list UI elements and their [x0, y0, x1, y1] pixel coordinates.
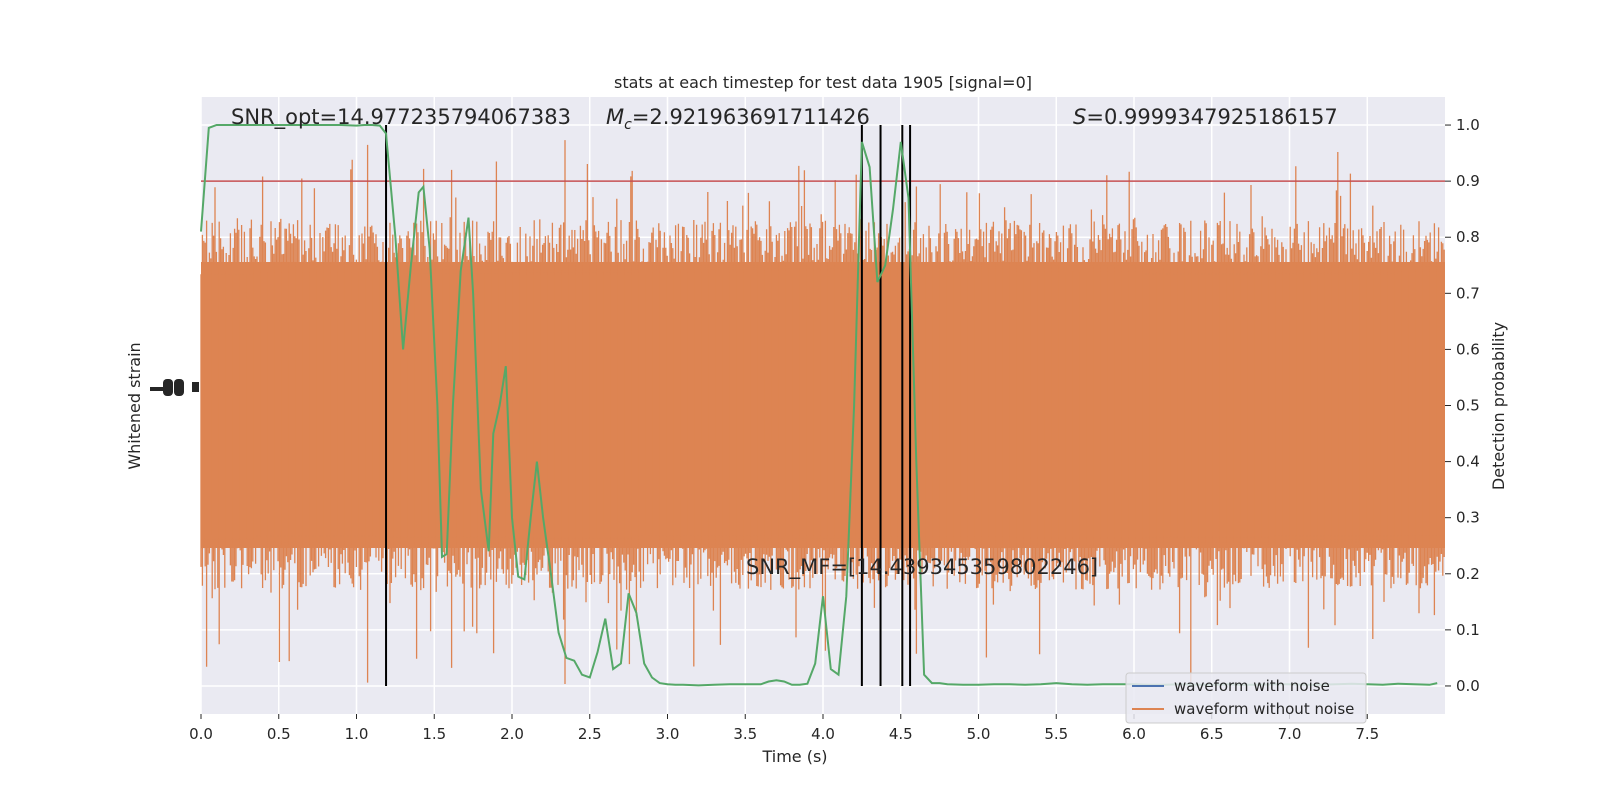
y-tick-label: 1.0: [1456, 116, 1480, 134]
y-tick-label: 0.4: [1456, 453, 1480, 471]
y-tick-label: 0.9: [1456, 172, 1480, 190]
x-tick-label: 7.0: [1278, 725, 1302, 743]
left-tick-mark: [163, 379, 173, 396]
x-tick-label: 2.5: [578, 725, 602, 743]
left-y-axis-label: Whitened strain: [125, 342, 144, 469]
x-tick-label: 3.5: [733, 725, 757, 743]
x-tick-label: 5.5: [1044, 725, 1068, 743]
s-value: =0.9999347925186157: [1086, 105, 1337, 129]
y-tick-label: 0.1: [1456, 621, 1480, 639]
y-tick-label: 0.8: [1456, 228, 1480, 246]
s-symbol: S: [1073, 105, 1086, 129]
legend: waveform with noise waveform without noi…: [1125, 672, 1367, 724]
y-tick-label: 0.2: [1456, 565, 1480, 583]
right-y-axis-label: Detection probability: [1489, 322, 1508, 490]
legend-label-without-noise: waveform without noise: [1174, 700, 1354, 718]
x-tick-label: 1.5: [422, 725, 446, 743]
mc-symbol: M: [606, 105, 624, 129]
snr-mf-annotation: SNR_MF=[14.439345359802246]: [746, 555, 1098, 580]
mc-value: =2.921963691711426: [632, 105, 870, 129]
x-tick-label: 1.0: [345, 725, 369, 743]
x-tick-label: 6.0: [1122, 725, 1146, 743]
left-axis-tick-blob: [150, 379, 199, 396]
mc-subscript: c: [624, 117, 632, 133]
y-tick-label: 0.7: [1456, 284, 1480, 302]
chart-title: stats at each timestep for test data 190…: [614, 73, 1032, 92]
y-tick-label: 0.6: [1456, 340, 1480, 358]
x-tick-label: 0.0: [189, 725, 213, 743]
snr-opt-annotation: SNR_opt=14.977235794067383: [231, 105, 571, 130]
legend-label-with-noise: waveform with noise: [1174, 677, 1330, 695]
x-tick-label: 5.0: [967, 725, 991, 743]
x-tick-label: 2.0: [500, 725, 524, 743]
noise-waveform: [200, 140, 1445, 684]
noise-trace: [200, 140, 1445, 684]
y-tick-label: 0.0: [1456, 677, 1480, 695]
x-tick-label: 0.5: [267, 725, 291, 743]
x-tick-label: 3.0: [656, 725, 680, 743]
y-tick-label: 0.3: [1456, 509, 1480, 527]
x-tick-label: 4.0: [811, 725, 835, 743]
legend-box: [1125, 672, 1367, 724]
y-tick-label: 0.5: [1456, 397, 1480, 415]
left-tick-mark: [150, 387, 166, 391]
x-tick-label: 6.5: [1200, 725, 1224, 743]
x-axis-ticks: 0.0 0.5 1.0 1.5 2.0 2.5 3.0 3.5 4.0 4.5 5.0 5.5 6.0 6…: [189, 714, 1379, 743]
x-tick-label: 4.5: [889, 725, 913, 743]
left-tick-mark: [174, 379, 184, 396]
x-tick-label: 7.5: [1355, 725, 1379, 743]
s-annotation: S=0.9999347925186157: [1073, 105, 1338, 129]
left-tick-mark: [192, 382, 199, 392]
right-y-axis-ticks: 0.0 0.1 0.2 0.3 0.4 0.5 0.6 0.7 0.8 0.9 1.0: [1445, 116, 1480, 695]
x-axis-label: Time (s): [761, 747, 827, 766]
mc-annotation: Mc=2.921963691711426: [606, 105, 870, 133]
